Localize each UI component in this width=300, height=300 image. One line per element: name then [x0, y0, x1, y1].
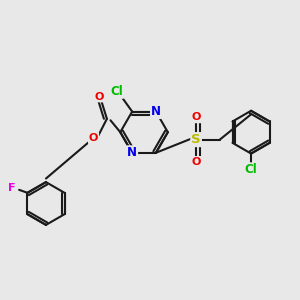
Text: Cl: Cl	[245, 164, 257, 176]
Text: O: O	[191, 112, 201, 122]
Text: O: O	[95, 92, 104, 101]
Text: N: N	[127, 146, 137, 159]
Text: Cl: Cl	[110, 85, 123, 98]
Text: F: F	[8, 183, 16, 193]
Text: N: N	[151, 105, 161, 118]
Text: S: S	[191, 133, 201, 146]
Text: O: O	[89, 133, 98, 143]
Text: O: O	[191, 157, 201, 167]
